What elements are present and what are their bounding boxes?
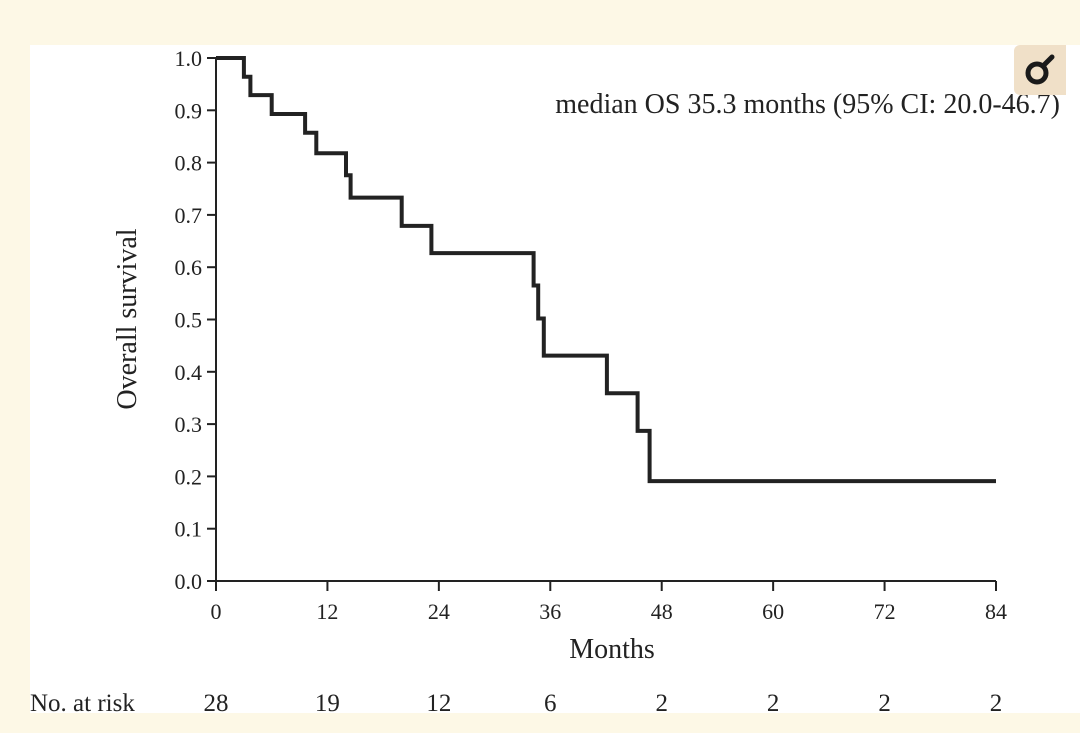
x-tick-label: 24 (428, 599, 450, 624)
median-os-annotation: median OS 35.3 months (95% CI: 20.0-46.7… (555, 89, 1060, 120)
y-tick-label: 0.8 (175, 151, 203, 176)
risk-count: 2 (655, 690, 668, 717)
x-tick-label: 48 (651, 599, 673, 624)
chart-panel (30, 45, 1080, 713)
y-tick-label: 0.5 (175, 308, 203, 333)
y-tick-label: 0.4 (175, 360, 203, 385)
x-tick-label: 72 (874, 599, 896, 624)
risk-count: 2 (878, 690, 891, 717)
zoom-tool-button[interactable] (1014, 45, 1066, 95)
risk-count: 2 (990, 690, 1003, 717)
y-tick-label: 0.3 (175, 412, 203, 437)
risk-count: 19 (315, 690, 340, 717)
y-tick-label: 0.6 (175, 255, 203, 280)
x-tick-label: 84 (985, 599, 1007, 624)
y-tick-label: 0.1 (175, 517, 203, 542)
x-tick-label: 12 (316, 599, 338, 624)
risk-count: 12 (426, 690, 451, 717)
y-ticks: 0.0 0.1 0.2 0.3 0.4 0.5 0.6 0.7 0.8 0.9 1.0 (175, 46, 216, 594)
y-tick-label: 0.2 (175, 464, 203, 489)
survival-curve-line (216, 56, 996, 484)
risk-count: 6 (544, 690, 557, 717)
y-tick-label: 0.0 (175, 569, 203, 594)
x-tick-label: 0 (211, 599, 222, 624)
y-axis-title: Overall survival (112, 228, 143, 409)
x-tick-label: 60 (762, 599, 784, 624)
x-axis-title: Months (569, 634, 655, 665)
x-ticks: 0 12 24 36 48 60 72 84 (211, 581, 1007, 624)
risk-count: 2 (767, 690, 780, 717)
y-tick-label: 0.7 (175, 203, 203, 228)
axes (215, 58, 996, 582)
y-tick-label: 0.9 (175, 98, 203, 123)
risk-table-label: No. at risk (30, 690, 135, 717)
risk-table-counts: 28 19 12 6 2 2 2 2 (204, 690, 1003, 717)
magnifier-icon (1025, 54, 1055, 85)
y-tick-label: 1.0 (175, 46, 203, 71)
x-tick-label: 36 (539, 599, 561, 624)
risk-count: 28 (204, 690, 229, 717)
